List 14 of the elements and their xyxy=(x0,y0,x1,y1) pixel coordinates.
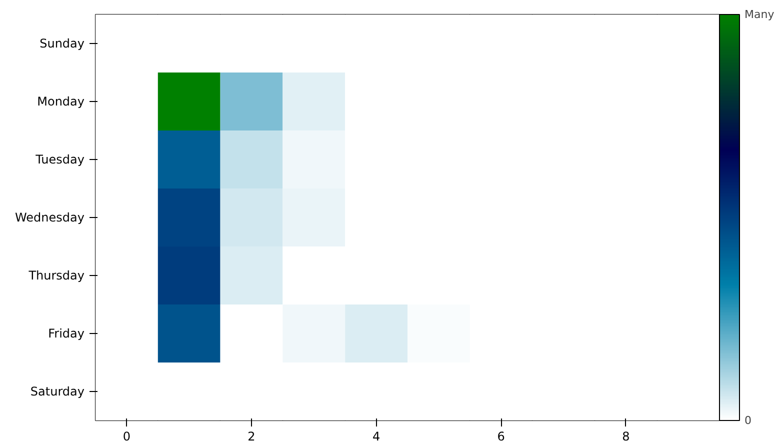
y-tick-label: Tuesday xyxy=(34,152,85,166)
x-tick-label: 2 xyxy=(248,430,256,443)
y-tick-label: Thursday xyxy=(28,268,85,282)
y-tick-label: Wednesday xyxy=(15,210,85,224)
y-tick-label: Sunday xyxy=(40,36,85,50)
color-bar-label: 0 xyxy=(744,414,752,427)
y-tick-label: Saturday xyxy=(30,384,84,398)
y-tick-label: Friday xyxy=(48,326,85,340)
x-tick-label: 0 xyxy=(122,430,131,443)
x-tick-label: 4 xyxy=(372,430,380,443)
color-bar-label: Many xyxy=(744,8,775,21)
x-tick-label: 8 xyxy=(622,430,630,443)
y-tick-label: Monday xyxy=(37,94,84,108)
x-tick-label: 6 xyxy=(497,430,505,443)
